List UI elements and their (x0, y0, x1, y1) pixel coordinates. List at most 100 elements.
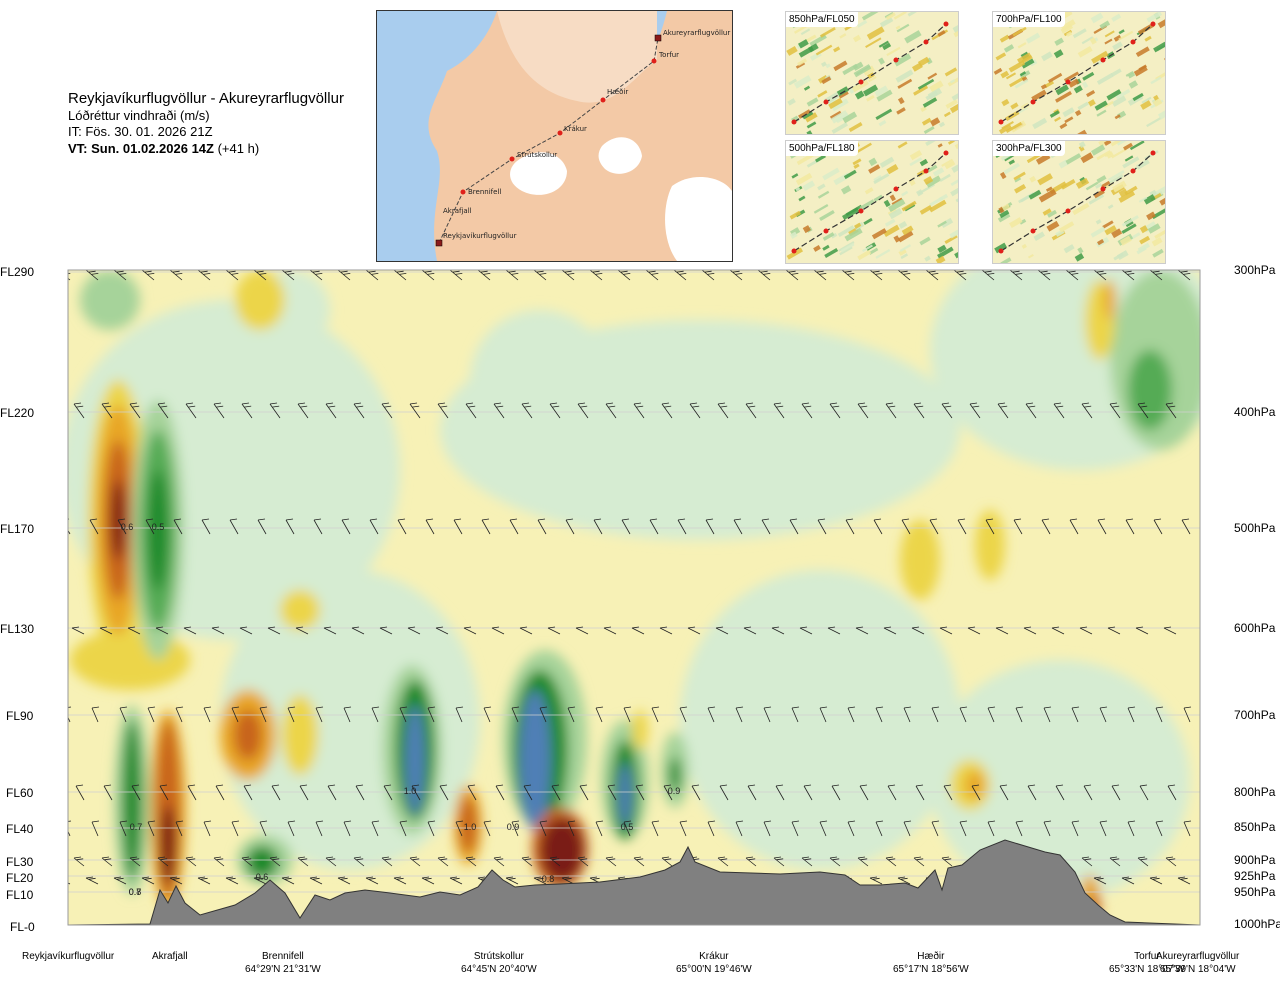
panel-texture-cell (994, 242, 1008, 254)
wind-barb (1137, 856, 1149, 867)
panel-texture-cell (895, 69, 914, 83)
wind-barb (941, 856, 953, 867)
wind-barb (1043, 820, 1052, 837)
route-point-marker (557, 130, 563, 136)
wind-barb (369, 518, 379, 535)
wind-barb (463, 626, 477, 635)
wind-barb (353, 402, 365, 419)
panel-texture-cell (897, 141, 908, 149)
panel-texture-cell (1064, 116, 1074, 124)
wind-barb (1099, 706, 1108, 723)
panel-texture-cell (937, 220, 947, 228)
wind-barb (687, 626, 701, 635)
panel-texture-cell (919, 236, 931, 246)
wind-barb (987, 706, 996, 723)
map-place-label: Akureyrarflugvöllur (663, 29, 730, 37)
wind-barb (467, 784, 477, 801)
wind-barb (129, 856, 141, 867)
panel-texture-cell (928, 199, 947, 213)
wind-barb (817, 518, 827, 535)
wind-barb (931, 820, 940, 837)
panel-texture-cell (927, 72, 938, 80)
panel-texture-cell (1118, 188, 1129, 198)
fl-label: FL10 (6, 888, 34, 902)
panel-texture-cell (1111, 95, 1127, 107)
panel-700[interactable]: 700hPa/FL100 (992, 11, 1166, 135)
map-place-label: Hæðir (607, 88, 628, 96)
hpa-label: 900hPa (1234, 853, 1276, 867)
wind-barb (913, 402, 925, 419)
wind-barb (505, 876, 519, 885)
wind-barb (873, 518, 883, 535)
contour-value-label: 1.0 (404, 786, 417, 796)
wind-barb (281, 876, 295, 885)
panel-texture-cell (1009, 217, 1023, 229)
panel-route-point (1030, 228, 1036, 234)
panel-texture-cell (1090, 226, 1106, 238)
panel-texture-cell (854, 90, 865, 100)
station-label: Akureyrarflugvöllur 65°39'N 18°04'W (1156, 950, 1239, 976)
wind-barb (309, 270, 323, 281)
wind-barb (159, 784, 169, 801)
panel-texture-cell (1019, 70, 1031, 79)
wind-barb (101, 402, 113, 419)
panel-texture-cell (798, 46, 814, 58)
panel-texture-cell (999, 34, 1010, 43)
wind-barb (897, 270, 911, 281)
velocity-contour-lift_max (618, 763, 632, 827)
panel-850[interactable]: 850hPa/FL050 (785, 11, 959, 135)
panel-texture-cell (868, 157, 878, 167)
panel-texture-cell (999, 171, 1007, 180)
wind-barb (147, 820, 156, 837)
wind-barb (491, 626, 505, 635)
panel-texture-cell (1029, 175, 1037, 183)
panel-texture-cell (852, 158, 862, 166)
panel-texture-cell (922, 97, 938, 108)
panel-300[interactable]: 300hPa/FL300 (992, 140, 1166, 264)
panel-texture-cell (916, 189, 924, 197)
panel-texture-cell (788, 78, 798, 86)
panel-texture-cell (1033, 231, 1045, 242)
panel-texture-cell (882, 42, 892, 51)
wind-barb (185, 856, 197, 867)
panel-route-line (1000, 23, 1154, 123)
wind-barb (73, 856, 85, 867)
wind-barb (1135, 626, 1149, 635)
fl-label: FL90 (6, 709, 34, 723)
wind-barb (427, 820, 436, 837)
wind-barb (287, 820, 296, 837)
wind-barb (89, 518, 99, 535)
wind-barb (589, 270, 603, 281)
wind-barb (379, 626, 393, 635)
panel-texture-cell (1042, 208, 1052, 216)
wind-barb (813, 270, 827, 281)
wind-barb (399, 706, 408, 723)
panel-texture-cell (900, 253, 909, 260)
wind-barb (579, 784, 589, 801)
panel-texture-cell (1147, 223, 1161, 234)
wind-barb (253, 270, 267, 281)
panel-texture-cell (1132, 92, 1144, 102)
station-label: Reykjavíkurflugvöllur (22, 950, 114, 963)
velocity-contour-sink_faint (235, 270, 285, 330)
wind-barb (847, 820, 856, 837)
wind-barb (425, 518, 435, 535)
panel-texture-cell (1106, 152, 1114, 159)
route-point-marker (651, 58, 657, 64)
wind-barb (799, 626, 813, 635)
panel-texture-cell (833, 60, 848, 72)
map-place-label: Torfur (658, 51, 679, 59)
wind-barb (763, 706, 772, 723)
wind-barb (1125, 518, 1135, 535)
panel-texture-cell (796, 153, 814, 166)
panel-texture-cell (1000, 257, 1012, 263)
wind-barb (635, 784, 645, 801)
panel-500[interactable]: 500hPa/FL180 (785, 140, 959, 264)
panel-texture-cell (875, 108, 893, 120)
wind-barb (651, 820, 660, 837)
panel-texture-cell (917, 56, 930, 67)
panel-texture-cell (1143, 194, 1156, 205)
wind-barb (169, 876, 183, 885)
wind-barb (901, 518, 911, 535)
map-glacier-1 (510, 152, 567, 195)
